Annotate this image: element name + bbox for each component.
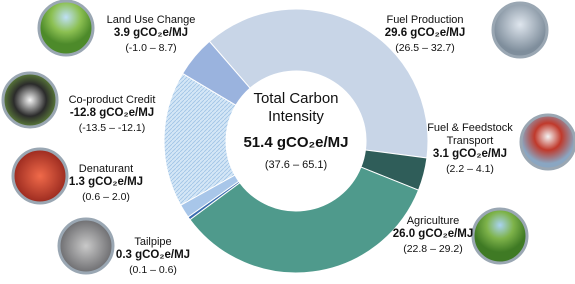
donut-segment: [189, 166, 420, 274]
category-name: Fuel Production: [386, 14, 464, 26]
value-label: 26.0 gCO₂e/MJ: [392, 228, 474, 240]
category-label: Denaturant 1.3 gCO₂e/MJ (0.6 – 2.0): [56, 163, 156, 204]
category-label: Tailpipe 0.3 gCO₂e/MJ (0.1 – 0.6): [98, 236, 208, 277]
category-name: Agriculture: [406, 215, 460, 227]
category-name: Fuel & Feedstock Transport: [427, 122, 513, 147]
range-label: (-1.0 – 8.7): [125, 42, 177, 54]
range-label: (0.1 – 0.6): [129, 264, 177, 276]
value-label: -12.8 gCO₂e/MJ: [69, 107, 155, 119]
category-icon: [1, 71, 59, 129]
value-label: 29.6 gCO₂e/MJ: [384, 27, 466, 39]
category-label: Agriculture 26.0 gCO₂e/MJ (22.8 – 29.2): [378, 215, 488, 256]
donut-segment: [208, 8, 429, 159]
category-label: Fuel Production 29.6 gCO₂e/MJ (26.5 – 32.7…: [370, 14, 480, 55]
value-label: 3.1 gCO₂e/MJ: [432, 148, 508, 160]
value-label: 1.3 gCO₂e/MJ: [68, 176, 144, 188]
category-label: Fuel & Feedstock Transport 3.1 gCO₂e/MJ (2…: [415, 122, 525, 176]
category-label: Land Use Change 3.9 gCO₂e/MJ (-1.0 – 8.7): [96, 14, 206, 55]
value-label: 0.3 gCO₂e/MJ: [115, 249, 191, 261]
category-label: Co-product Credit -12.8 gCO₂e/MJ (-13.5 – …: [52, 94, 172, 135]
range-label: (-13.5 – -12.1): [78, 122, 146, 134]
category-name: Tailpipe: [134, 236, 172, 248]
range-label: (2.2 – 4.1): [446, 163, 494, 175]
donut-segment: [181, 40, 251, 106]
value-label: 3.9 gCO₂e/MJ: [113, 27, 189, 39]
category-icon: [57, 217, 115, 275]
center-value: 51.4 gCO₂e/MJ: [243, 134, 349, 151]
center-range: (37.6 – 65.1): [264, 159, 328, 171]
category-icon: [491, 1, 549, 59]
category-icon: [519, 113, 575, 171]
range-label: (0.6 – 2.0): [82, 191, 130, 203]
range-label: (22.8 – 29.2): [403, 243, 463, 255]
category-name: Co-product Credit: [68, 94, 156, 106]
range-label: (26.5 – 32.7): [395, 42, 455, 54]
category-icon: [37, 0, 95, 57]
category-name: Denaturant: [78, 163, 134, 175]
category-icon: [471, 207, 529, 265]
category-name: Land Use Change: [106, 14, 196, 26]
center-label: Total Carbon Intensity 51.4 gCO₂e/MJ (37…: [236, 90, 356, 171]
category-icon: [11, 147, 69, 205]
center-title: Total Carbon Intensity: [253, 90, 339, 125]
